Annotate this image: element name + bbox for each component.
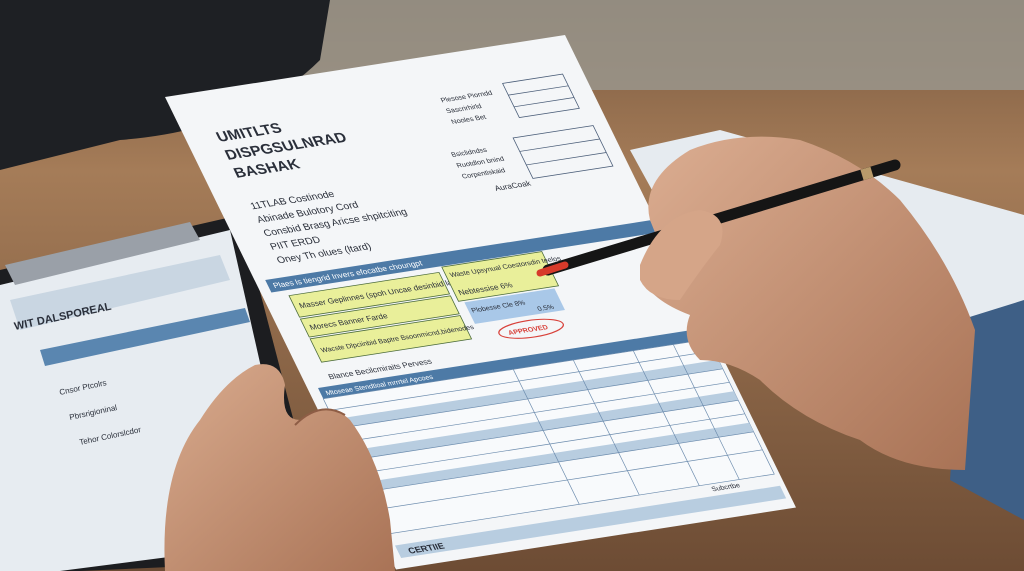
form-label: Bsiclidndss xyxy=(450,147,488,159)
left-hand xyxy=(164,364,395,571)
form-label: Nooles Bet xyxy=(450,114,487,126)
form-boxes xyxy=(502,73,614,179)
side-note: Subcrtbe xyxy=(711,483,742,494)
pen xyxy=(536,159,901,277)
highlight-cell xyxy=(309,315,473,363)
grid-header-bar xyxy=(317,328,709,399)
right-thumb xyxy=(640,210,723,300)
document: UMITLTS DISPGSULNRAD BASHAK 11TLAB Costi… xyxy=(165,34,796,570)
clipboard-clip xyxy=(5,222,200,285)
footer-bar xyxy=(394,485,787,559)
table-header-bar xyxy=(265,220,657,293)
approval-stamp xyxy=(498,318,565,339)
blue-cell xyxy=(464,288,565,324)
data-grid xyxy=(322,338,775,535)
chair xyxy=(0,0,330,170)
right-row: 0.5% xyxy=(536,304,555,313)
form-label: Sascrirhirld xyxy=(445,103,483,115)
highlight-cell xyxy=(299,295,460,338)
highlight-cell xyxy=(288,271,451,318)
